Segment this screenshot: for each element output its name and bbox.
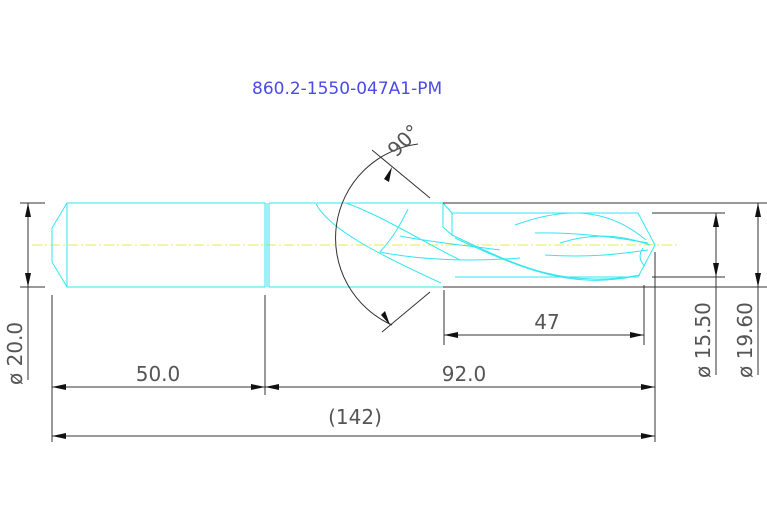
extension-lines xyxy=(20,149,767,442)
drill-diameter-label: ø 15.50 xyxy=(691,302,715,378)
dim-shank-length: 50.0 xyxy=(52,362,265,390)
flute-length-label: 47 xyxy=(534,310,559,334)
dim-point-angle: 90° xyxy=(335,119,425,326)
flute-section xyxy=(451,212,656,281)
body-length-label: 92.0 xyxy=(442,362,487,386)
drawing-title: 860.2-1550-047A1-PM xyxy=(252,79,442,99)
dim-shank-diameter: ø 20.0 xyxy=(3,203,31,385)
dim-body-length: 92.0 xyxy=(265,362,655,390)
dim-flute-length: 47 xyxy=(444,310,644,338)
overall-length-label: (142) xyxy=(328,405,382,429)
body-diameter-label: ø 19.60 xyxy=(733,302,757,378)
dim-overall-length: (142) xyxy=(52,405,655,439)
shank xyxy=(51,202,270,288)
shank-diameter-label: ø 20.0 xyxy=(3,322,27,385)
dim-drill-diameter: ø 15.50 xyxy=(691,213,719,378)
shank-length-label: 50.0 xyxy=(136,362,181,386)
dim-body-diameter: ø 19.60 xyxy=(733,203,761,378)
point-angle-label: 90° xyxy=(383,119,425,161)
